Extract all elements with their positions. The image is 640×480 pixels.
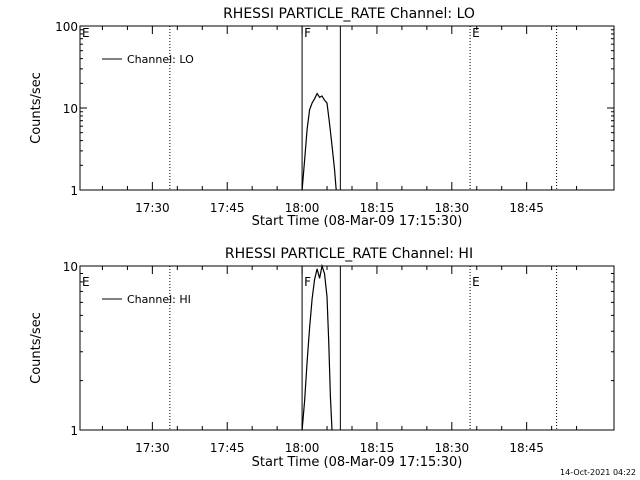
- x-tick-label: 18:00: [285, 441, 320, 455]
- plot-frame: [79, 265, 615, 431]
- y-tick-label: 100: [55, 20, 78, 34]
- chart-title: RHESSI PARTICLE_RATE Channel: HI: [225, 246, 473, 262]
- x-tick-label: 17:30: [135, 441, 170, 455]
- x-tick-label: 18:45: [509, 441, 544, 455]
- x-tick-label: 18:30: [435, 201, 470, 215]
- event-marker-label: E: [82, 275, 90, 289]
- series-line-1: [301, 263, 333, 431]
- x-tick-label: 18:00: [285, 201, 320, 215]
- x-tick-label: 17:45: [210, 441, 245, 455]
- footer-timestamp: 14-Oct-2021 04:22: [560, 468, 636, 477]
- x-tick-label: 18:15: [360, 201, 395, 215]
- event-marker-label: F: [304, 275, 311, 289]
- y-axis-title: Counts/sec: [29, 72, 44, 144]
- event-marker-label: F: [304, 26, 311, 40]
- x-tick-label: 17:30: [135, 201, 170, 215]
- y-tick-label: 10: [63, 260, 78, 274]
- legend-label: Channel: HI: [127, 293, 191, 306]
- event-marker-label: E: [472, 275, 480, 289]
- plot-frame: [79, 25, 615, 191]
- x-tick-label: 18:15: [360, 441, 395, 455]
- y-tick-label: 10: [63, 102, 78, 116]
- chart-title: RHESSI PARTICLE_RATE Channel: LO: [223, 6, 475, 22]
- chart-panel-1: RHESSI PARTICLE_RATE Channel: LO 1 10 100 17…: [29, 6, 615, 229]
- legend-label: Channel: LO: [127, 53, 194, 66]
- y-axis-title: Counts/sec: [29, 312, 44, 384]
- x-axis-title: Start Time (08-Mar-09 17:15:30): [252, 455, 463, 470]
- y-tick-label: 1: [70, 424, 78, 438]
- y-tick-label: 1: [70, 184, 78, 198]
- x-tick-label: 18:30: [435, 441, 470, 455]
- event-marker-label: E: [472, 26, 480, 40]
- series-line-1: [301, 92, 337, 191]
- x-axis-title: Start Time (08-Mar-09 17:15:30): [252, 214, 463, 229]
- chart-panel-2: RHESSI PARTICLE_RATE Channel: HI 1 10 17:30…: [29, 246, 615, 470]
- event-marker-label: E: [82, 26, 90, 40]
- x-tick-label: 17:45: [210, 201, 245, 215]
- x-tick-label: 18:45: [509, 201, 544, 215]
